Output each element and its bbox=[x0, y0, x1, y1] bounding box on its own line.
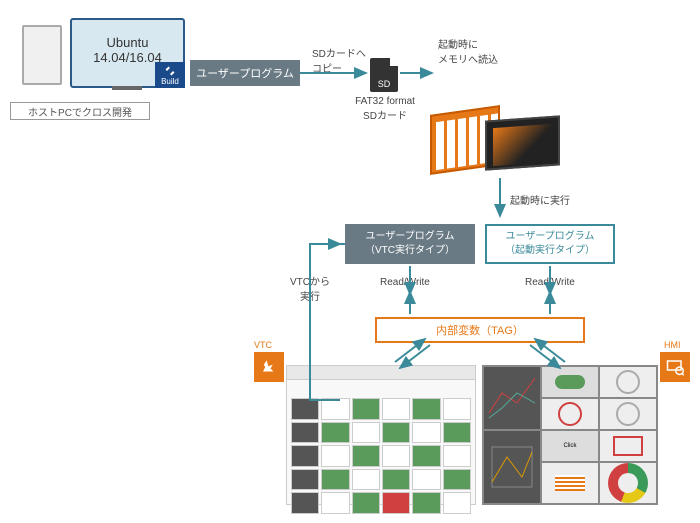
os-label: Ubuntu 14.04/16.04 bbox=[80, 35, 175, 65]
sd-copy-label: SDカードへ コピー bbox=[312, 45, 366, 75]
vtc-label: VTC bbox=[254, 340, 272, 350]
tag-box: 内部変数（TAG） bbox=[375, 317, 585, 343]
prog-vtc-box: ユーザープログラム （VTC実行タイプ） bbox=[345, 224, 475, 264]
vtc-badge-icon bbox=[254, 352, 284, 382]
rw-label-2: Read/Write bbox=[525, 277, 575, 288]
mem-load-label: 起動時に メモリへ読込 bbox=[438, 36, 508, 66]
monitor-stand bbox=[112, 86, 142, 90]
hmi-device-icon bbox=[485, 115, 560, 170]
sd-card-icon: SD bbox=[370, 58, 398, 92]
vtc-screenshot bbox=[286, 365, 476, 505]
hmi-label: HMI bbox=[664, 340, 681, 350]
host-pc: Ubuntu 14.04/16.04 Build bbox=[10, 10, 180, 100]
hmi-screenshot: Click bbox=[482, 365, 658, 505]
build-badge: Build bbox=[155, 62, 185, 88]
pc-tower-icon bbox=[22, 25, 62, 85]
device-group bbox=[430, 100, 560, 180]
sd-sub-label: FAT32 format SDカード bbox=[350, 96, 420, 122]
hmi-badge-icon bbox=[660, 352, 690, 382]
build-text: Build bbox=[161, 77, 179, 86]
host-caption: ホストPCでクロス開発 bbox=[10, 102, 150, 120]
user-program-box: ユーザープログラム bbox=[190, 60, 300, 86]
sd-text: SD bbox=[378, 79, 391, 89]
diagram-canvas: Ubuntu 14.04/16.04 Build ホストPCでクロス開発 ユーザ… bbox=[0, 0, 700, 523]
vtc-exec-label: VTCから 実行 bbox=[285, 273, 335, 303]
exec-boot-label: 起動時に実行 bbox=[510, 192, 570, 207]
rw-label-1: Read/Write bbox=[380, 277, 430, 288]
prog-boot-box: ユーザープログラム （起動実行タイプ） bbox=[485, 224, 615, 264]
